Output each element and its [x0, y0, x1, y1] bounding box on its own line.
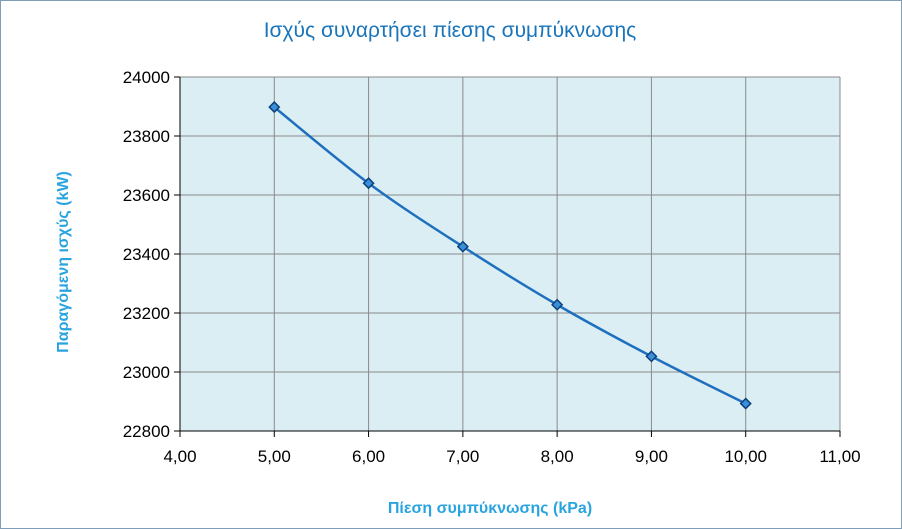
data-point — [739, 397, 752, 410]
y-tick-label: 23200 — [123, 304, 170, 323]
y-tick-label: 24000 — [123, 68, 170, 87]
y-tick-label: 23600 — [123, 186, 170, 205]
x-axis-title: Πίεση συμπύκνωσης (kPa) — [388, 500, 592, 517]
x-tick-label: 5,00 — [258, 447, 291, 466]
y-tick-label: 23800 — [123, 127, 170, 146]
x-tick-label: 6,00 — [352, 447, 385, 466]
chart-title: Ισχύς συναρτήσει πίεσης συμπύκνωσης — [264, 19, 637, 42]
data-point — [551, 298, 564, 311]
data-point — [268, 101, 281, 114]
gridlines — [180, 76, 841, 431]
y-tick-label: 23000 — [123, 363, 170, 382]
data-point — [362, 177, 375, 190]
x-tick-label: 10,00 — [724, 447, 767, 466]
y-tick-label: 23400 — [123, 245, 170, 264]
x-tick-label: 11,00 — [819, 447, 860, 466]
x-tick-labels: 4,00 5,00 6,00 7,00 8,00 9,00 10,00 11,00 — [163, 447, 860, 466]
y-tick-labels: 22800 23000 23200 23400 23600 23800 24000 — [123, 68, 170, 441]
data-point — [645, 350, 658, 363]
series-line — [273, 106, 747, 405]
y-tick-label: 22800 — [123, 422, 170, 441]
series-group — [268, 101, 752, 410]
x-tick-label: 8,00 — [541, 447, 574, 466]
y-axis-title: Παραγόμενη ισχύς (kW) — [55, 171, 72, 353]
axes — [174, 76, 841, 437]
x-tick-label: 4,00 — [163, 447, 196, 466]
data-point — [456, 240, 469, 253]
x-tick-label: 7,00 — [446, 447, 479, 466]
x-tick-label: 9,00 — [635, 447, 668, 466]
